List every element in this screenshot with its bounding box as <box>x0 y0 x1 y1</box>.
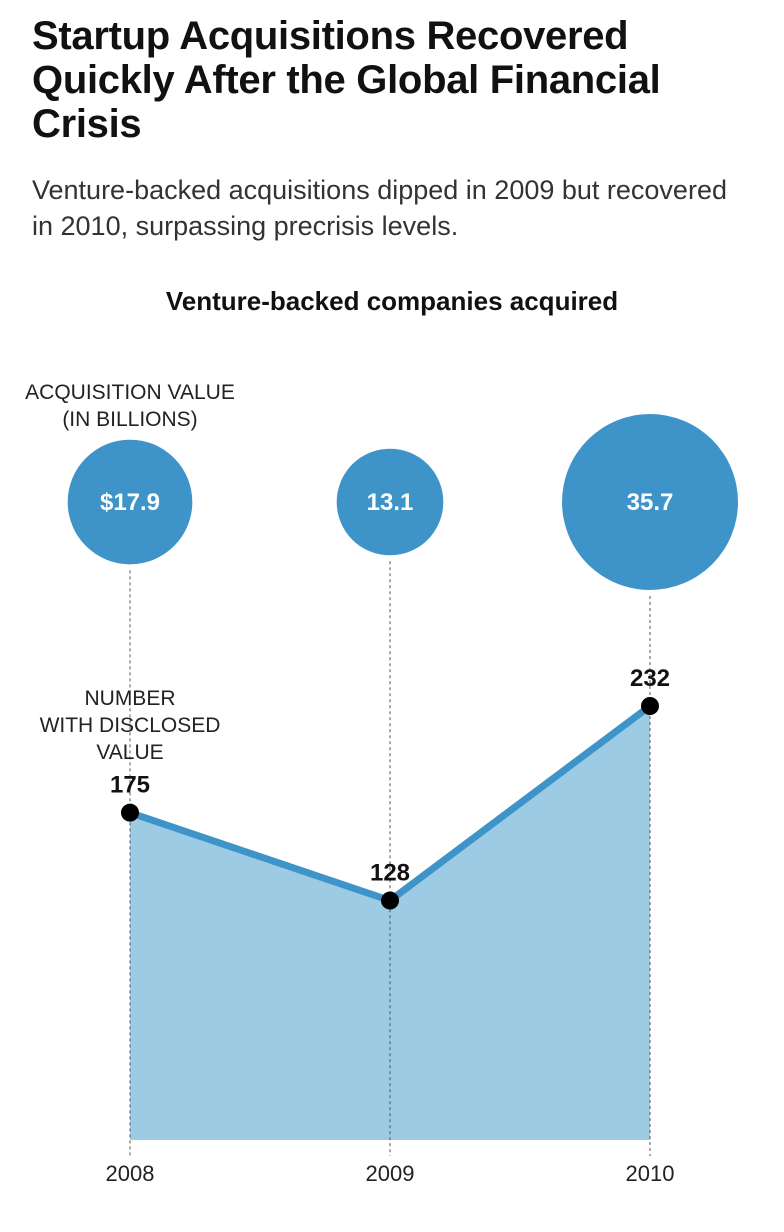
x-tick-label: 2008 <box>106 1161 155 1186</box>
subheadline: Venture-backed acquisitions dipped in 20… <box>32 175 727 241</box>
bubble-series-label: (IN BILLIONS) <box>62 408 197 431</box>
line-series-label: NUMBER <box>84 687 175 710</box>
value-label-2009: 128 <box>370 860 410 887</box>
line-series-label: WITH DISCLOSED <box>40 714 221 737</box>
headline: Startup Acquisitions Recovered Quickly A… <box>32 14 661 146</box>
x-tick-label: 2010 <box>626 1161 675 1186</box>
bubble-label-2010: 35.7 <box>627 489 674 516</box>
line-series-label: VALUE <box>96 741 163 764</box>
bubble-label-2009: 13.1 <box>367 489 414 516</box>
data-point-2008 <box>121 803 139 822</box>
chart-title: Venture-backed companies acquired <box>165 286 619 316</box>
bubble-label-2008: $17.9 <box>100 489 160 516</box>
bubble-2009 <box>336 448 444 556</box>
value-label-2010: 232 <box>630 665 670 692</box>
value-label-2008: 175 <box>110 772 150 799</box>
bubble-2008 <box>67 439 193 565</box>
x-tick-label: 2009 <box>366 1161 415 1186</box>
data-point-2009 <box>381 891 399 910</box>
bubble-2010 <box>562 414 738 590</box>
bubble-series-label: ACQUISITION VALUE <box>25 381 235 404</box>
data-point-2010 <box>641 697 659 715</box>
